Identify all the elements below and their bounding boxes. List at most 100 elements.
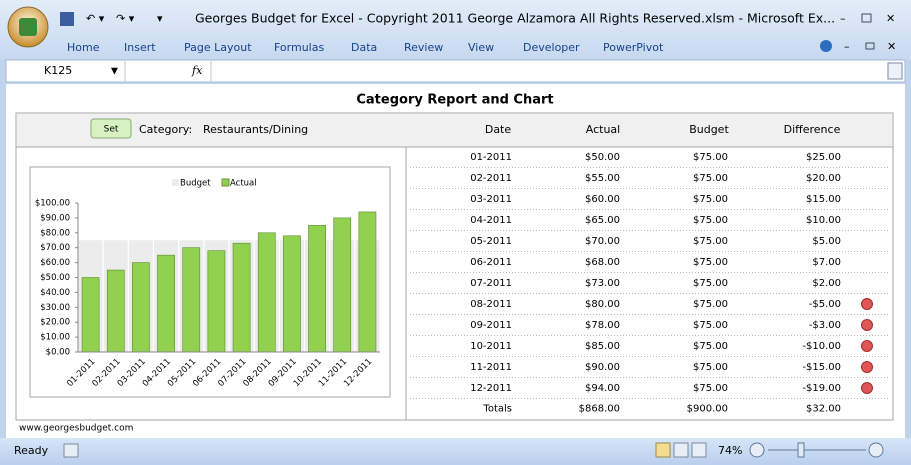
over-budget-flag [861, 298, 873, 310]
over-budget-flag [861, 382, 873, 394]
y-tick-label: $20.00 [40, 318, 70, 328]
redo-icon[interactable]: ↷ ▾ [116, 12, 135, 25]
y-tick-label: $50.00 [40, 273, 70, 283]
normal-view[interactable] [655, 442, 671, 458]
legend-label: Budget [180, 179, 211, 189]
wb-restore[interactable] [865, 42, 875, 50]
table-cell: $75.00 [693, 257, 728, 268]
name-box[interactable]: K125 [44, 64, 72, 77]
table-cell: $85.00 [585, 341, 620, 352]
table-cell: $75.00 [693, 236, 728, 247]
table-cell: $73.00 [585, 278, 620, 289]
y-tick-label: $10.00 [40, 333, 70, 343]
ribbon-tab[interactable]: View [468, 41, 494, 54]
footer-link: www.georgesbudget.com [19, 424, 133, 434]
table-cell: $90.00 [585, 362, 620, 373]
category-label: Category: [139, 123, 192, 136]
ribbon-tab[interactable]: Page Layout [184, 41, 252, 54]
table-cell: $68.00 [585, 257, 620, 268]
wb-minimize[interactable]: – [844, 40, 850, 53]
sheet-title: Category Report and Chart [356, 93, 553, 108]
y-tick-label: $80.00 [40, 228, 70, 238]
set-button-label[interactable]: Set [104, 125, 119, 135]
column-header: Date [485, 123, 512, 136]
qat-menu[interactable]: ▾ [157, 12, 163, 25]
table-cell: $75.00 [693, 320, 728, 331]
maximize[interactable] [861, 13, 872, 23]
totals-cell: $868.00 [579, 404, 620, 415]
table-cell: $25.00 [806, 152, 841, 163]
y-tick-label: $60.00 [40, 258, 70, 268]
table-cell: -$10.00 [802, 341, 841, 352]
table-cell: 10-2011 [470, 341, 512, 352]
page-break-view[interactable] [691, 442, 707, 458]
ribbon-tab[interactable]: Insert [124, 41, 156, 54]
y-tick-label: $30.00 [40, 303, 70, 313]
table-cell: $75.00 [693, 299, 728, 310]
bar [81, 277, 100, 353]
legend-label: Actual [230, 179, 257, 189]
legend-swatch [221, 178, 230, 187]
table-cell: $94.00 [585, 383, 620, 394]
totals-cell: Totals [482, 404, 512, 415]
table-cell: 03-2011 [470, 194, 512, 205]
ribbon-tab[interactable]: Developer [523, 41, 580, 54]
y-tick-label: $0.00 [46, 348, 70, 358]
table-cell: $80.00 [585, 299, 620, 310]
y-tick-label: $70.00 [40, 243, 70, 253]
zoom-slider[interactable] [797, 442, 805, 458]
bar [283, 235, 301, 353]
bar [132, 262, 150, 353]
table-cell: -$5.00 [809, 299, 841, 310]
bar [358, 211, 377, 353]
undo-icon[interactable]: ↶ ▾ [86, 12, 105, 25]
help[interactable] [820, 40, 832, 52]
table-cell: 01-2011 [470, 152, 512, 163]
table-cell: $78.00 [585, 320, 620, 331]
expand-formula[interactable] [887, 62, 903, 80]
table-cell: 06-2011 [470, 257, 512, 268]
fx-button[interactable]: fx [191, 64, 203, 77]
table-cell: $50.00 [585, 152, 620, 163]
table-cell: 04-2011 [470, 215, 512, 226]
ribbon-tab[interactable]: Formulas [274, 41, 324, 54]
status-bar [0, 438, 911, 465]
page-layout-view[interactable] [673, 442, 689, 458]
zoom-level: 74% [718, 444, 742, 457]
table-cell: $55.00 [585, 173, 620, 184]
zoom-in[interactable] [868, 442, 884, 458]
bar [232, 242, 251, 353]
save-icon[interactable] [60, 12, 74, 26]
table-cell: -$19.00 [802, 383, 841, 394]
table-cell: $15.00 [806, 194, 841, 205]
table-cell: $75.00 [693, 215, 728, 226]
title-bar [0, 0, 911, 60]
ribbon-tab[interactable]: PowerPivot [603, 41, 664, 54]
zoom-out[interactable] [749, 442, 765, 458]
table-cell: 12-2011 [470, 383, 512, 394]
ribbon-tab[interactable]: Home [67, 41, 100, 54]
totals-cell: $32.00 [806, 404, 841, 415]
formula-bar [5, 59, 906, 83]
over-budget-flag [861, 340, 873, 352]
table-cell: $75.00 [693, 341, 728, 352]
table-cell: $20.00 [806, 173, 841, 184]
close[interactable]: ✕ [886, 12, 895, 25]
table-cell: 08-2011 [470, 299, 512, 310]
set-button[interactable] [90, 118, 132, 139]
macro-icon[interactable] [63, 443, 79, 458]
over-budget-flag [861, 319, 873, 331]
y-tick-label: $100.00 [35, 199, 70, 209]
bar [157, 254, 175, 353]
ribbon-tab[interactable]: Data [351, 41, 377, 54]
table-cell: 05-2011 [470, 236, 512, 247]
window-title: Georges Budget for Excel - Copyright 201… [195, 11, 835, 26]
table-cell: $65.00 [585, 215, 620, 226]
minimize[interactable]: – [840, 12, 846, 25]
table-cell: $2.00 [812, 278, 841, 289]
ribbon-tab[interactable]: Review [404, 41, 443, 54]
column-header: Actual [586, 123, 620, 136]
name-box-drop[interactable]: ▼ [111, 67, 118, 77]
table-cell: $10.00 [806, 215, 841, 226]
wb-close[interactable]: ✕ [887, 40, 896, 53]
